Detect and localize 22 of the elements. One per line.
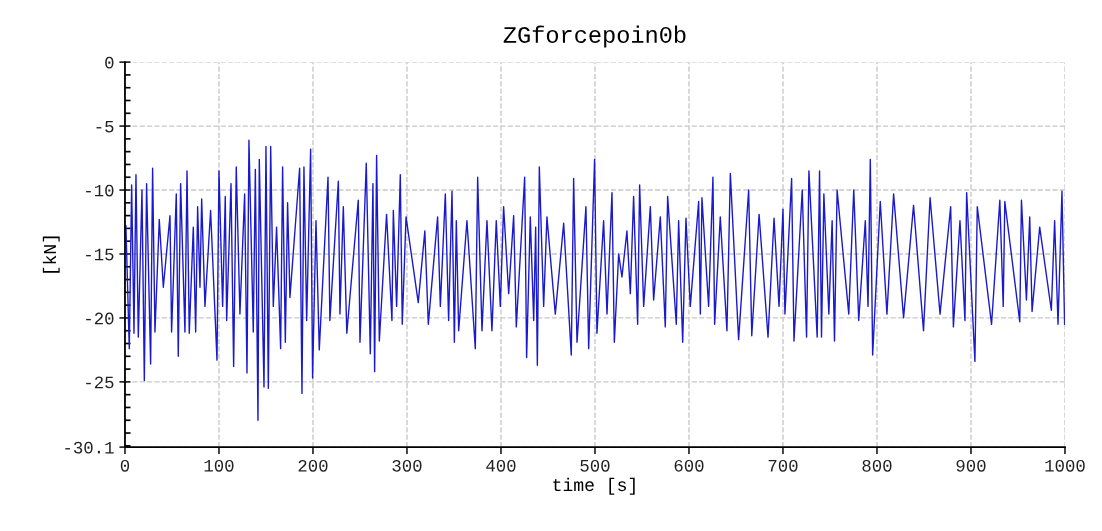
x-tick-label: 800 <box>862 459 892 472</box>
y-tick-label: -25 <box>86 376 114 389</box>
x-tick-label: 900 <box>956 459 986 472</box>
y-axis-title: [kN] <box>42 236 60 273</box>
y-tick-label: -20 <box>86 312 114 325</box>
chart-title: ZGforcepoin0b <box>503 25 686 48</box>
x-tick-label: 300 <box>392 459 422 472</box>
x-axis-title: time [s] <box>553 477 635 495</box>
y-tick-label: 0 <box>105 56 114 69</box>
x-tick-label: 700 <box>768 459 798 472</box>
x-tick-label: 1000 <box>1045 459 1085 472</box>
x-tick-label: 400 <box>486 459 516 472</box>
x-tick-label: 100 <box>204 459 234 472</box>
x-tick-label: 0 <box>120 459 130 472</box>
x-tick-label: 500 <box>580 459 610 472</box>
y-tick-label: -15 <box>86 248 114 261</box>
y-tick-label: -10 <box>86 184 114 197</box>
x-tick-label: 200 <box>298 459 328 472</box>
x-tick-label: 600 <box>674 459 704 472</box>
y-tick-label: -30.1 <box>65 441 114 454</box>
y-tick-label: -5 <box>96 120 114 133</box>
line-series <box>125 139 1065 421</box>
